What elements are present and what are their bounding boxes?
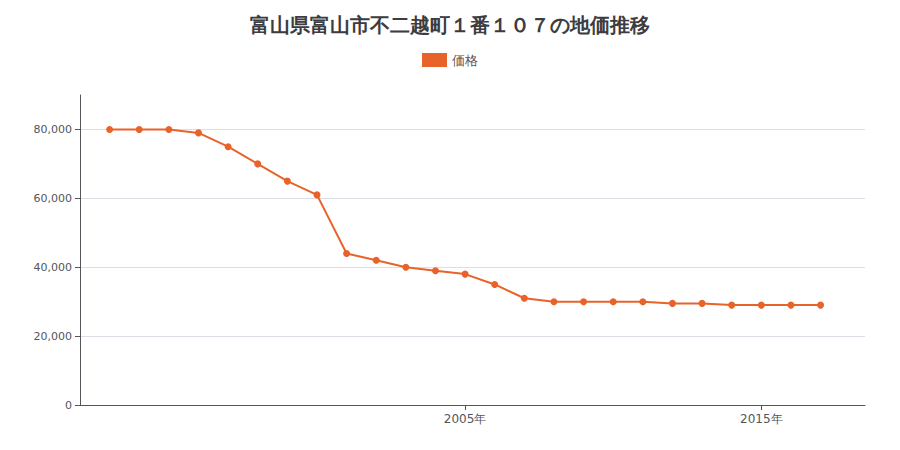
svg-text:80,000: 80,000 <box>34 123 73 136</box>
svg-text:20,000: 20,000 <box>34 330 73 343</box>
svg-text:2015年: 2015年 <box>740 412 783 426</box>
svg-text:40,000: 40,000 <box>34 261 73 274</box>
svg-text:価格: 価格 <box>452 53 478 68</box>
svg-text:60,000: 60,000 <box>34 192 73 205</box>
svg-text:富山県富山市不二越町１番１０７の地価推移: 富山県富山市不二越町１番１０７の地価推移 <box>250 13 650 37</box>
svg-text:2005年: 2005年 <box>444 412 487 426</box>
svg-text:0: 0 <box>65 399 72 412</box>
